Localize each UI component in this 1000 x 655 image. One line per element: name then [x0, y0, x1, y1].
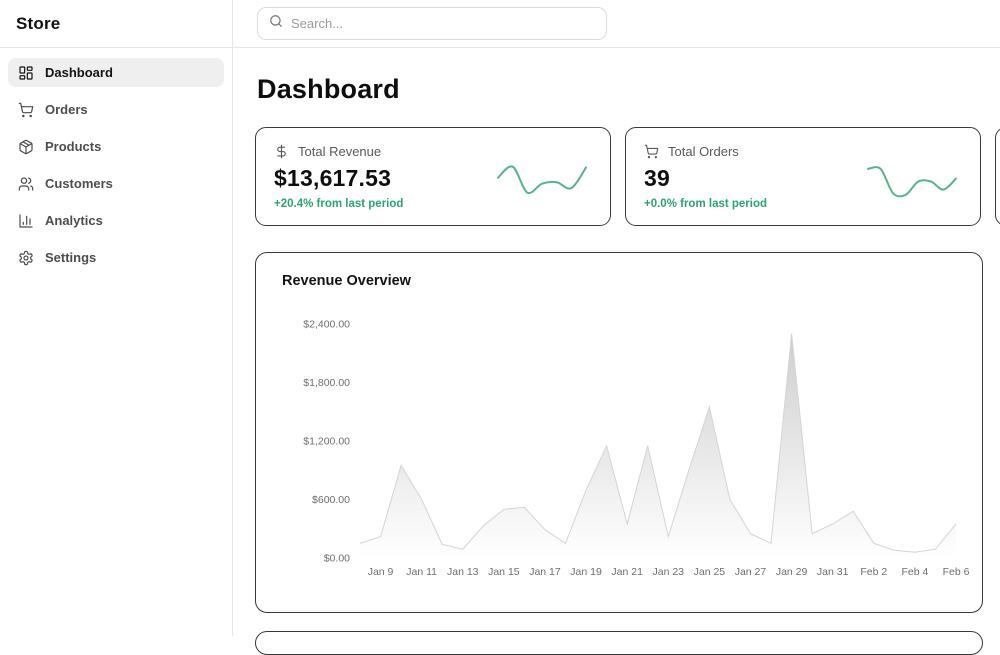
search-box[interactable]: [257, 7, 607, 40]
search-icon: [270, 15, 282, 27]
dashboard-content: Dashboard Total Revenue $13,617.53 +20.4% …: [233, 74, 1000, 655]
sidebar-item-settings[interactable]: Settings: [8, 243, 224, 272]
dollar-icon: [277, 144, 286, 159]
sidebar-item-analytics[interactable]: Analytics: [8, 206, 224, 235]
sidebar-item-label: Dashboard: [45, 65, 113, 80]
search-input[interactable]: [291, 16, 595, 31]
sidebar-nav: Dashboard Orders Products Customers Analytic…: [0, 48, 232, 290]
partial-card-below: [255, 631, 983, 655]
x-axis-tick: Jan 17: [529, 566, 561, 578]
x-axis-tick: Feb 2: [860, 566, 887, 578]
sidebar-item-label: Customers: [45, 176, 113, 191]
stat-delta: +0.0% from last period: [644, 198, 768, 210]
search-icon: [269, 14, 283, 33]
sidebar-item-label: Orders: [45, 102, 88, 117]
y-axis-tick: $600.00: [312, 494, 350, 506]
x-axis-tick: Jan 27: [735, 566, 767, 578]
area-fill: [360, 333, 956, 558]
x-axis-tick: Jan 25: [694, 566, 726, 578]
stat-sparkline: [867, 166, 957, 198]
shopping-cart-icon: [644, 144, 659, 159]
x-axis-tick: Jan 13: [447, 566, 479, 578]
x-axis-tick: Jan 21: [611, 566, 643, 578]
stat-card-total-revenue: Total Revenue $13,617.53 +20.4% from last …: [255, 127, 611, 226]
sidebar-item-label: Analytics: [45, 213, 103, 228]
shopping-cart-icon: [18, 102, 34, 117]
layout-dashboard-icon: [19, 65, 33, 80]
y-axis-tick: $0.00: [324, 553, 350, 565]
main-area: Dashboard Total Revenue $13,617.53 +20.4% …: [233, 0, 1000, 655]
brand-name: Store: [16, 13, 61, 33]
stat-delta: +20.4% from last period: [274, 198, 404, 210]
chart-title: Revenue Overview: [282, 273, 411, 289]
stat-label: Total Orders: [668, 144, 739, 159]
stats-row: Total Revenue $13,617.53 +20.4% from last …: [255, 127, 1000, 226]
y-axis-tick: $2,400.00: [303, 319, 350, 331]
sidebar-item-label: Settings: [45, 250, 97, 265]
sidebar-item-customers[interactable]: Customers: [8, 169, 224, 198]
package-icon: [19, 139, 33, 154]
stat-value: $13,617.53: [274, 165, 392, 191]
sidebar-item-label: Products: [45, 139, 102, 154]
stat-value: 39: [644, 165, 670, 191]
x-axis-tick: Jan 23: [653, 566, 685, 578]
x-axis-tick: Feb 4: [901, 566, 928, 578]
gear-icon: [19, 250, 33, 265]
revenue-overview-card: Revenue Overview $0.00 $600.00 $1,200.00 $1…: [255, 252, 983, 613]
stat-card-header: Total Orders: [644, 144, 962, 159]
x-axis-tick: Jan 19: [570, 566, 602, 578]
page-title: Dashboard: [257, 74, 400, 104]
x-axis-tick: Jan 15: [488, 566, 520, 578]
topbar: [233, 0, 1000, 48]
x-axis-tick: Jan 29: [776, 566, 808, 578]
bar-chart-icon: [19, 213, 33, 228]
sidebar-item-products[interactable]: Products: [8, 132, 224, 161]
area-line: [359, 333, 957, 553]
x-axis-tick: Jan 9: [368, 566, 394, 578]
revenue-area-chart: $0.00 $600.00 $1,200.00 $1,800.00 $2,400.00 J…: [303, 319, 970, 579]
y-axis-tick: $1,200.00: [303, 436, 350, 448]
sidebar-header: Store: [0, 0, 232, 48]
users-icon: [18, 176, 34, 191]
x-axis-tick: Jan 11: [406, 566, 437, 578]
sidebar: Store Dashboard Orders Products Customers An…: [0, 0, 233, 636]
stat-card-total-orders: Total Orders 39 +0.0% from last period: [625, 127, 981, 226]
x-axis-tick: Jan 31: [817, 566, 849, 578]
stat-card-partial: [995, 127, 1000, 226]
sidebar-item-dashboard[interactable]: Dashboard: [8, 58, 224, 87]
stat-sparkline: [497, 165, 587, 195]
stat-label: Total Revenue: [298, 144, 382, 159]
stat-card-header: Total Revenue: [274, 144, 592, 159]
y-axis-tick: $1,800.00: [303, 377, 350, 389]
sidebar-item-orders[interactable]: Orders: [8, 95, 224, 124]
x-axis-tick: Feb 6: [943, 566, 970, 578]
